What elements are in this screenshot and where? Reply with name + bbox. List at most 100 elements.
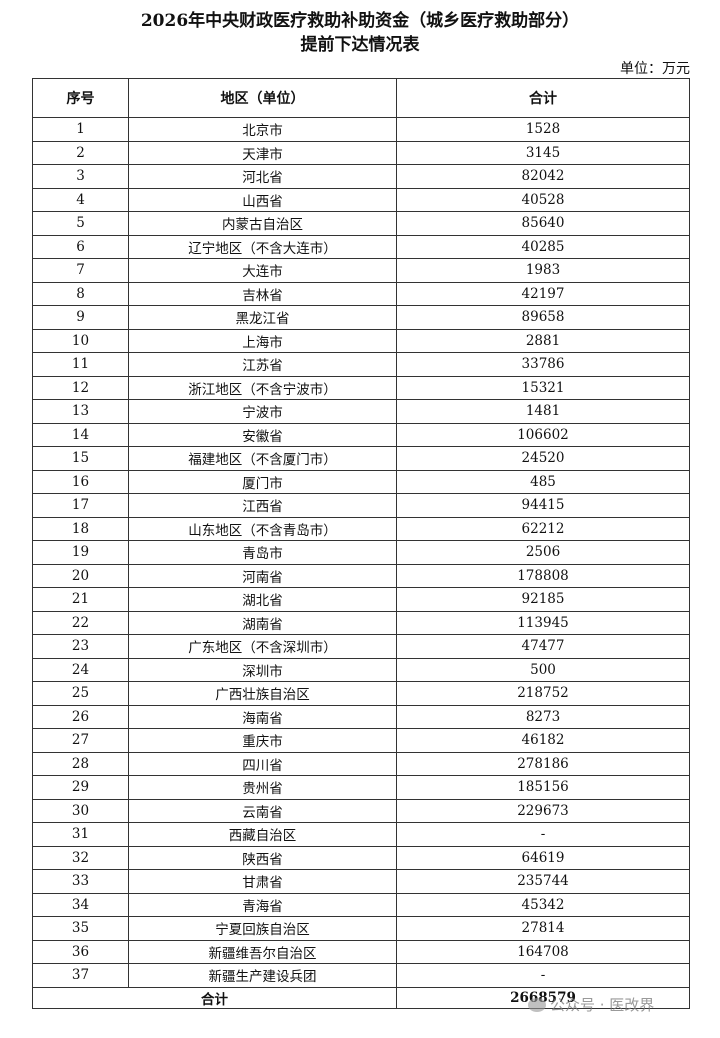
row-amount: 15321 — [396, 375, 690, 400]
table-row: 9 黑龙江省 89658 — [32, 305, 690, 330]
row-region: 宁波市 — [128, 399, 397, 424]
unit-label: 单位：万元 — [620, 61, 690, 77]
row-amount: 89658 — [396, 305, 690, 330]
row-amount: 2506 — [396, 540, 690, 565]
row-region: 吉林省 — [128, 281, 397, 306]
allocation-table: 序号 地区（单位） 合计 1 北京市 1528 2 天津市 3145 3 河北省 82042 4 山… — [32, 78, 690, 1009]
row-index: 10 — [32, 328, 129, 353]
table-row: 17 江西省 94415 — [32, 493, 690, 518]
row-region: 深圳市 — [128, 657, 397, 682]
header-index: 序号 — [32, 78, 129, 118]
row-index: 5 — [32, 211, 129, 236]
header-region: 地区（单位） — [128, 78, 397, 118]
row-amount: 47477 — [396, 634, 690, 659]
row-region: 上海市 — [128, 328, 397, 353]
table-row: 13 宁波市 1481 — [32, 399, 690, 424]
row-index: 20 — [32, 563, 129, 588]
table-row: 12 浙江地区（不含宁波市） 15321 — [32, 375, 690, 400]
row-index: 29 — [32, 775, 129, 800]
row-region: 青岛市 — [128, 540, 397, 565]
table-row: 25 广西壮族自治区 218752 — [32, 681, 690, 706]
row-amount: 42197 — [396, 281, 690, 306]
row-region: 湖北省 — [128, 587, 397, 612]
row-region: 黑龙江省 — [128, 305, 397, 330]
row-region: 厦门市 — [128, 469, 397, 494]
row-region: 宁夏回族自治区 — [128, 916, 397, 941]
table-row: 7 大连市 1983 — [32, 258, 690, 283]
row-index: 4 — [32, 187, 129, 212]
document-title: 2026年中央财政医疗救助补助资金（城乡医疗救助部分） — [140, 11, 580, 31]
row-amount: 62212 — [396, 516, 690, 541]
row-region: 北京市 — [128, 117, 397, 142]
row-index: 25 — [32, 681, 129, 706]
table-row: 18 山东地区（不含青岛市） 62212 — [32, 516, 690, 541]
row-index: 14 — [32, 422, 129, 447]
table-row: 26 海南省 8273 — [32, 704, 690, 729]
watermark: 公众号 · 医改界 — [528, 994, 654, 1015]
row-amount: 500 — [396, 657, 690, 682]
row-index: 9 — [32, 305, 129, 330]
row-region: 内蒙古自治区 — [128, 211, 397, 236]
row-index: 7 — [32, 258, 129, 283]
row-region: 山西省 — [128, 187, 397, 212]
watermark-text: 公众号 · 医改界 — [550, 996, 655, 1014]
table-row: 8 吉林省 42197 — [32, 281, 690, 306]
row-amount: 85640 — [396, 211, 690, 236]
table-row: 5 内蒙古自治区 85640 — [32, 211, 690, 236]
table-row: 10 上海市 2881 — [32, 328, 690, 353]
row-amount: 278186 — [396, 751, 690, 776]
row-region: 新疆生产建设兵团 — [128, 963, 397, 988]
row-index: 28 — [32, 751, 129, 776]
table-row: 33 甘肃省 235744 — [32, 869, 690, 894]
row-index: 22 — [32, 610, 129, 635]
row-region: 湖南省 — [128, 610, 397, 635]
row-amount: 218752 — [396, 681, 690, 706]
row-amount: - — [396, 822, 690, 847]
row-index: 11 — [32, 352, 129, 377]
row-index: 26 — [32, 704, 129, 729]
row-index: 13 — [32, 399, 129, 424]
row-index: 37 — [32, 963, 129, 988]
header-total: 合计 — [396, 78, 690, 118]
row-amount: 33786 — [396, 352, 690, 377]
table-row: 28 四川省 278186 — [32, 751, 690, 776]
row-amount: 82042 — [396, 164, 690, 189]
row-amount: 178808 — [396, 563, 690, 588]
row-region: 江西省 — [128, 493, 397, 518]
table-row: 2 天津市 3145 — [32, 140, 690, 165]
row-region: 广东地区（不含深圳市） — [128, 634, 397, 659]
table-row: 21 湖北省 92185 — [32, 587, 690, 612]
row-region: 西藏自治区 — [128, 822, 397, 847]
table-row: 32 陕西省 64619 — [32, 845, 690, 870]
row-amount: 40285 — [396, 234, 690, 259]
row-index: 6 — [32, 234, 129, 259]
total-label: 合计 — [32, 986, 397, 1009]
table-row: 36 新疆维吾尔自治区 164708 — [32, 939, 690, 964]
row-index: 19 — [32, 540, 129, 565]
row-amount: 485 — [396, 469, 690, 494]
row-region: 天津市 — [128, 140, 397, 165]
table-row: 29 贵州省 185156 — [32, 775, 690, 800]
row-index: 12 — [32, 375, 129, 400]
row-region: 大连市 — [128, 258, 397, 283]
row-amount: 24520 — [396, 446, 690, 471]
table-row: 34 青海省 45342 — [32, 892, 690, 917]
table-header-row: 序号 地区（单位） 合计 — [32, 78, 690, 118]
table-row: 4 山西省 40528 — [32, 187, 690, 212]
row-amount: 1983 — [396, 258, 690, 283]
row-index: 23 — [32, 634, 129, 659]
row-region: 海南省 — [128, 704, 397, 729]
table-row: 11 江苏省 33786 — [32, 352, 690, 377]
row-region: 福建地区（不含厦门市） — [128, 446, 397, 471]
row-index: 1 — [32, 117, 129, 142]
row-index: 27 — [32, 728, 129, 753]
table-row: 19 青岛市 2506 — [32, 540, 690, 565]
row-amount: 185156 — [396, 775, 690, 800]
row-region: 浙江地区（不含宁波市） — [128, 375, 397, 400]
table-row: 1 北京市 1528 — [32, 117, 690, 142]
row-amount: 3145 — [396, 140, 690, 165]
row-amount: 235744 — [396, 869, 690, 894]
row-region: 河南省 — [128, 563, 397, 588]
row-region: 四川省 — [128, 751, 397, 776]
row-amount: - — [396, 963, 690, 988]
